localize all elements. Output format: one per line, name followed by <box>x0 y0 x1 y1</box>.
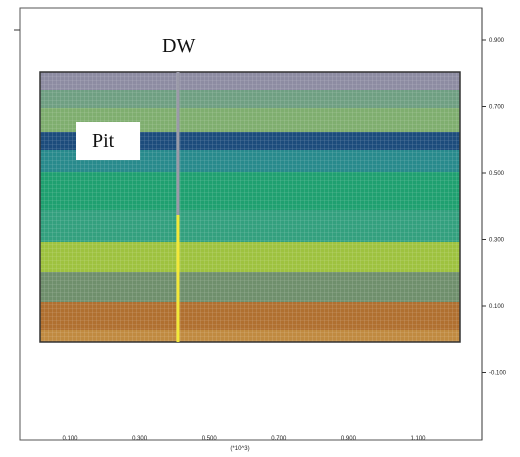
y-tick-label: 0.500 <box>489 171 505 177</box>
x-tick-label: 0.300 <box>132 436 148 442</box>
pit-label: Pit <box>92 130 115 152</box>
x-tick-label: 0.900 <box>341 436 357 442</box>
y-tick-label: 0.300 <box>489 238 505 244</box>
y-tick-label: 0.700 <box>489 105 505 111</box>
x-tick-label: 0.100 <box>62 436 78 442</box>
material-bands <box>39 71 461 343</box>
y-tick-label: 0.100 <box>489 304 505 310</box>
x-unit: (*10^3) <box>230 446 249 452</box>
x-tick-label: 0.700 <box>271 436 287 442</box>
x-tick-label: 1.100 <box>410 436 426 442</box>
y-tick-label: 0.900 <box>489 38 505 44</box>
mesh <box>39 71 461 343</box>
well-label: DW <box>162 35 195 57</box>
y-tick-label: -0.100 <box>489 371 507 377</box>
x-tick-label: 0.500 <box>202 436 218 442</box>
pit-box <box>76 122 140 160</box>
